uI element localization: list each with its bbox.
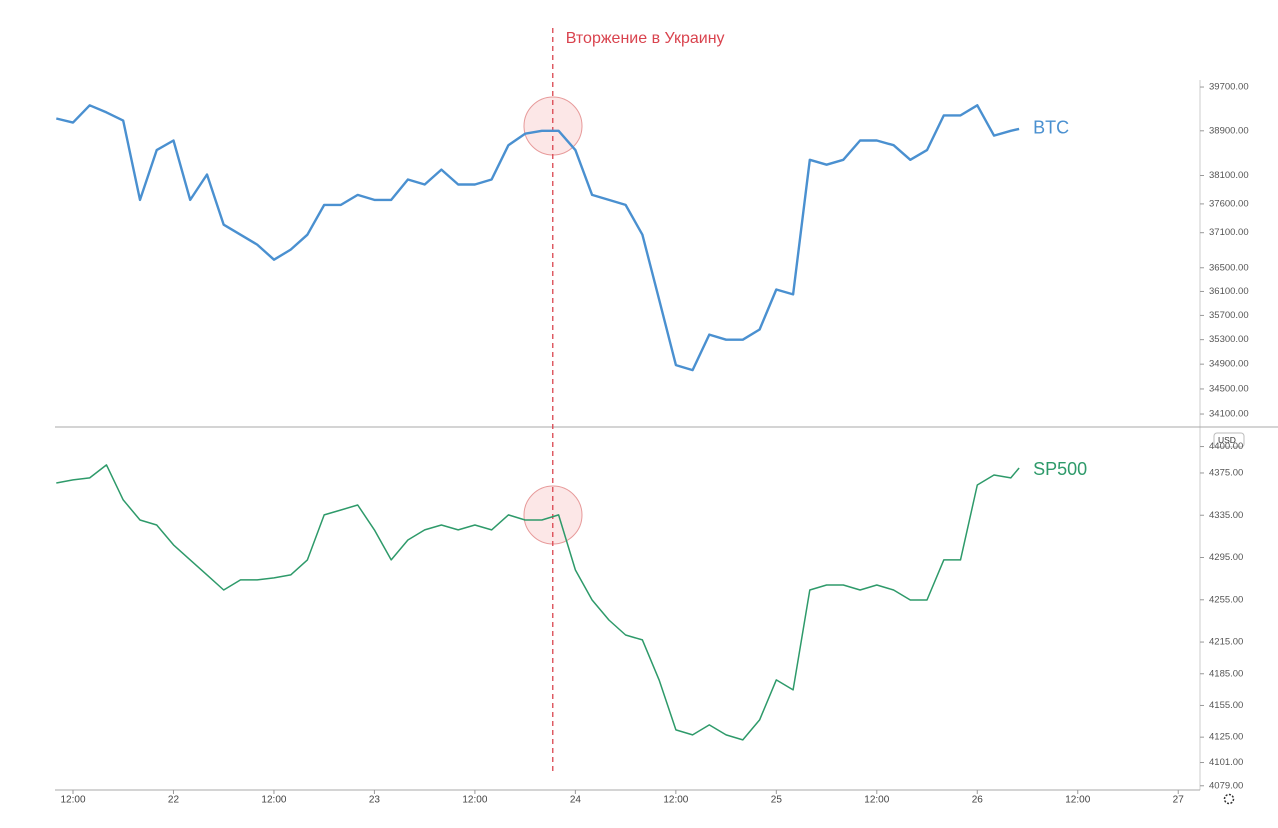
series-line (56, 104, 1020, 372)
currency-button[interactable]: USD (1213, 432, 1245, 448)
y-tick-label: 37600.00 (1209, 198, 1249, 209)
x-tick-label: 12:00 (462, 795, 487, 806)
x-tick-label: 12:00 (663, 795, 688, 806)
y-tick-label: 4125.00 (1209, 732, 1243, 743)
x-tick-label: 24 (570, 795, 582, 806)
settings-gear[interactable] (1223, 793, 1235, 805)
y-tick-label: 34500.00 (1209, 383, 1249, 394)
settings-icon[interactable] (1223, 793, 1235, 805)
series-line (56, 464, 1020, 741)
y-tick-label: 4255.00 (1209, 594, 1243, 605)
y-tick-label: 38100.00 (1209, 170, 1249, 181)
x-tick-label: 12:00 (864, 795, 889, 806)
y-tick-label: 4400.00 (1209, 441, 1243, 452)
y-tick-label: 35300.00 (1209, 334, 1249, 345)
y-tick-label: 4335.00 (1209, 510, 1243, 521)
y-tick-label: 34100.00 (1209, 409, 1249, 420)
series-label: BTC (1033, 118, 1069, 138)
y-tick-label: 4185.00 (1209, 668, 1243, 679)
y-tick-label: 38900.00 (1209, 125, 1249, 136)
y-tick-label: 4079.00 (1209, 780, 1243, 791)
x-tick-label: 27 (1173, 795, 1185, 806)
y-tick-label: 4155.00 (1209, 700, 1243, 711)
y-tick-label: 36500.00 (1209, 262, 1249, 273)
y-tick-label: 39700.00 (1209, 82, 1249, 93)
x-tick-label: 26 (972, 795, 984, 806)
y-tick-label: 37100.00 (1209, 227, 1249, 238)
x-tick-label: 12:00 (60, 795, 85, 806)
x-tick-label: 12:00 (1065, 795, 1090, 806)
x-tick-label: 25 (771, 795, 783, 806)
x-tick-label: 22 (168, 795, 180, 806)
y-tick-label: 4101.00 (1209, 757, 1243, 768)
currency-label[interactable]: USD (1218, 435, 1236, 445)
annotation-text: Вторжение в Украину (566, 30, 725, 47)
y-tick-label: 36100.00 (1209, 286, 1249, 297)
y-tick-label: 4215.00 (1209, 637, 1243, 648)
y-tick-label: 34900.00 (1209, 359, 1249, 370)
x-tick-label: 23 (369, 795, 381, 806)
y-tick-label: 4375.00 (1209, 467, 1243, 478)
y-tick-label: 35700.00 (1209, 310, 1249, 321)
series-label: SP500 (1033, 459, 1087, 479)
y-tick-label: 4295.00 (1209, 552, 1243, 563)
x-tick-label: 12:00 (261, 795, 286, 806)
currency-button-box[interactable] (1213, 432, 1245, 448)
